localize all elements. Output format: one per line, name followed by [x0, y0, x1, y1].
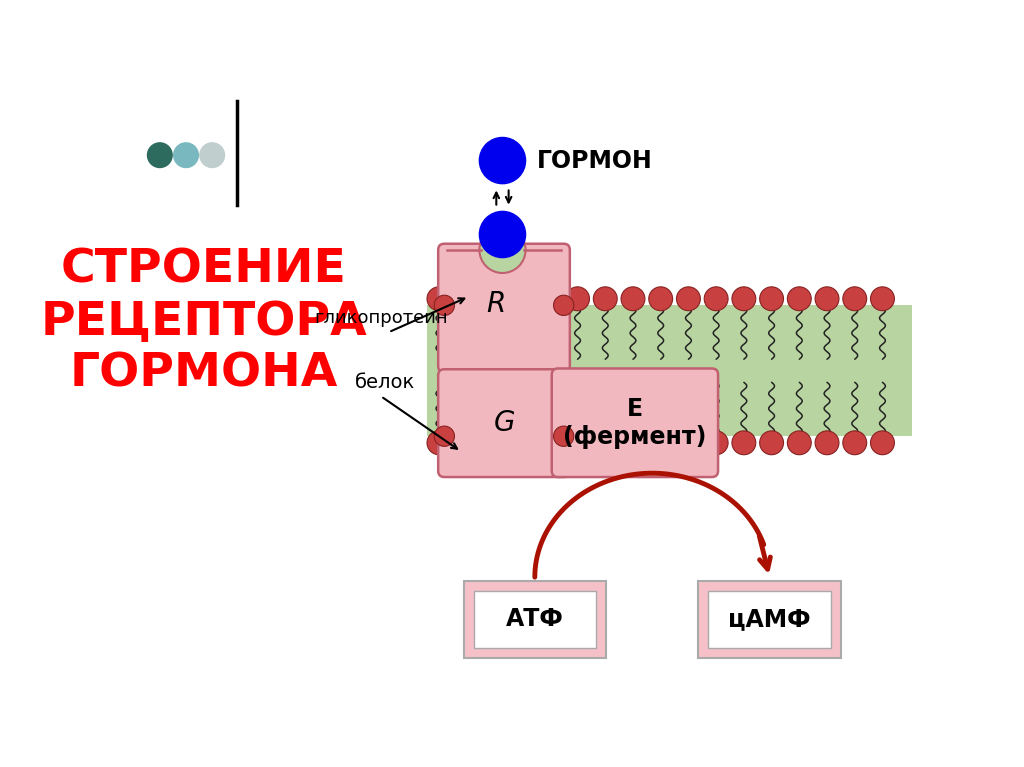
- Circle shape: [843, 431, 866, 455]
- Circle shape: [621, 431, 645, 455]
- Circle shape: [434, 426, 455, 446]
- Circle shape: [434, 295, 455, 315]
- FancyBboxPatch shape: [451, 248, 557, 267]
- Circle shape: [147, 143, 172, 167]
- Circle shape: [538, 431, 562, 455]
- Circle shape: [565, 287, 590, 311]
- Circle shape: [479, 212, 525, 258]
- Circle shape: [593, 287, 617, 311]
- Circle shape: [677, 431, 700, 455]
- Circle shape: [200, 143, 224, 167]
- FancyBboxPatch shape: [473, 591, 596, 648]
- Circle shape: [815, 287, 839, 311]
- FancyBboxPatch shape: [438, 369, 569, 477]
- Circle shape: [649, 431, 673, 455]
- Circle shape: [732, 287, 756, 311]
- Circle shape: [482, 431, 506, 455]
- Circle shape: [427, 431, 451, 455]
- Text: G: G: [494, 409, 515, 437]
- FancyBboxPatch shape: [464, 581, 606, 658]
- Circle shape: [510, 431, 535, 455]
- Circle shape: [174, 143, 199, 167]
- FancyBboxPatch shape: [552, 368, 718, 477]
- Text: СТРОЕНИЕ
РЕЦЕПТОРА
ГОРМОНА: СТРОЕНИЕ РЕЦЕПТОРА ГОРМОНА: [40, 248, 367, 397]
- Circle shape: [621, 287, 645, 311]
- Circle shape: [787, 431, 811, 455]
- FancyBboxPatch shape: [427, 305, 912, 436]
- Text: цАМФ: цАМФ: [728, 607, 811, 631]
- FancyBboxPatch shape: [698, 581, 841, 658]
- Circle shape: [787, 287, 811, 311]
- Circle shape: [732, 431, 756, 455]
- Text: белок: белок: [354, 373, 415, 392]
- Circle shape: [677, 287, 700, 311]
- Circle shape: [705, 287, 728, 311]
- Text: гликопротеин: гликопротеин: [314, 309, 447, 327]
- Circle shape: [554, 295, 573, 315]
- Text: АТФ: АТФ: [506, 607, 564, 631]
- Circle shape: [815, 431, 839, 455]
- Text: ГОРМОН: ГОРМОН: [538, 149, 653, 173]
- Circle shape: [565, 431, 590, 455]
- Text: E
(фермент): E (фермент): [563, 397, 707, 449]
- FancyBboxPatch shape: [709, 591, 830, 648]
- Circle shape: [479, 137, 525, 183]
- FancyBboxPatch shape: [438, 244, 569, 372]
- Circle shape: [843, 287, 866, 311]
- Circle shape: [479, 227, 525, 273]
- Text: R: R: [486, 290, 506, 318]
- Circle shape: [760, 431, 783, 455]
- Circle shape: [870, 287, 894, 311]
- Circle shape: [455, 431, 478, 455]
- Circle shape: [427, 287, 451, 311]
- Circle shape: [870, 431, 894, 455]
- Circle shape: [554, 426, 573, 446]
- Circle shape: [593, 431, 617, 455]
- Circle shape: [705, 431, 728, 455]
- Circle shape: [649, 287, 673, 311]
- Circle shape: [760, 287, 783, 311]
